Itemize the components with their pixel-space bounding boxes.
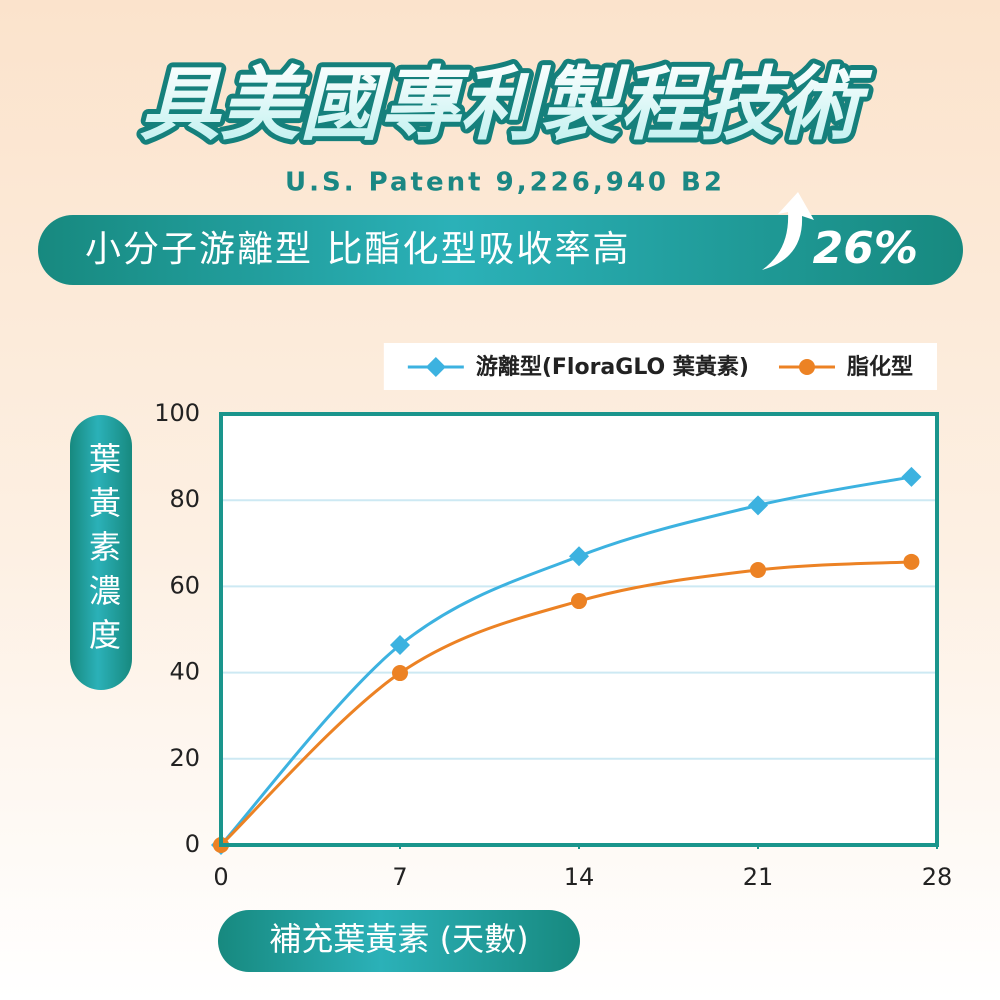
legend-marker [798, 359, 815, 375]
plot-area [221, 414, 937, 845]
y-axis-label: 葉黃素濃度 [84, 442, 122, 662]
x-label-pill [218, 910, 580, 972]
marker [748, 495, 768, 516]
marker [569, 546, 589, 567]
y-tick-label: 0 [185, 830, 200, 858]
y-tick-label: 60 [169, 571, 200, 599]
x-tick-label: 28 [922, 863, 953, 891]
y-tick-label: 40 [169, 658, 200, 686]
legend: 游離型(FloraGLO 葉黃素) 脂化型 [383, 343, 937, 390]
marker [901, 466, 922, 487]
marker [392, 665, 408, 682]
marker [390, 635, 410, 656]
title: 具美國專利製程技術 [140, 58, 873, 151]
y-tick-label: 80 [169, 485, 200, 513]
legend-marker [425, 357, 446, 377]
legend-label: 脂化型 [847, 354, 913, 380]
marker [571, 593, 587, 610]
series-layer [211, 466, 922, 855]
series-line [219, 475, 912, 847]
headline: 小分子游離型 比酯化型吸收率高 [85, 229, 630, 270]
legend-box [383, 343, 937, 390]
y-label-pill [70, 415, 132, 690]
x-tick-label: 0 [213, 863, 228, 891]
plot-border [219, 412, 939, 847]
legend-label: 游離型(FloraGLO 葉黃素) [476, 354, 749, 380]
y-tick-label: 20 [169, 744, 200, 772]
marker [750, 562, 766, 579]
marker [903, 553, 920, 570]
y-tick-label: 100 [154, 399, 200, 427]
subtitle: U.S. Patent 9,226,940 B2 [285, 168, 725, 198]
x-tick-label: 21 [743, 863, 774, 891]
headline-value: 26% [813, 223, 918, 274]
x-tick-label: 7 [392, 863, 407, 891]
x-tick-label: 14 [564, 863, 595, 891]
headline-banner [38, 215, 963, 285]
x-axis-label: 補充葉黃素 (天數) [269, 920, 528, 958]
up-arrow-icon [762, 192, 814, 270]
